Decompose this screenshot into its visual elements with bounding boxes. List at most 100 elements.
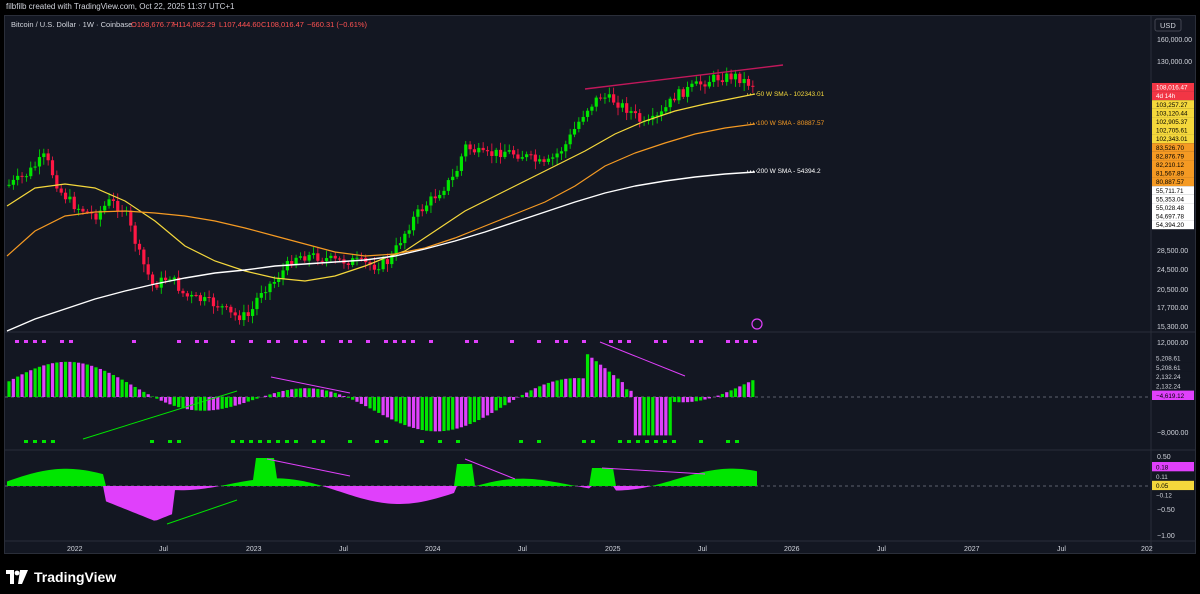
momentum-bar [272,393,276,397]
momentum-bar [281,390,285,397]
momentum-bar [59,362,63,397]
tradingview-wordmark: TradingView [34,569,117,585]
momentum-bar [94,367,98,397]
osc2-tag-bg [1152,490,1194,500]
momentum-bar [485,397,490,416]
candle-body [351,258,355,266]
candle-body [55,175,59,189]
candle-body [668,98,672,108]
momentum-bar [77,362,81,397]
candle-body [690,83,694,87]
candle-body [33,166,37,168]
signal-dot-bottom [258,440,262,443]
osc2-tick: −0.50 [1157,507,1175,514]
price-tag-bg [1152,220,1194,230]
momentum-bar [142,391,146,397]
candle-body [620,103,624,108]
sma100-label: 100 W SMA - 80887.57 [757,120,825,127]
momentum-bar [703,397,707,400]
candle-body [638,113,642,122]
momentum-bar [564,378,568,397]
momentum-bar [16,376,20,397]
candle-body [24,176,28,178]
chart-canvas[interactable]: Bitcoin / U.S. Dollar · 1W · Coinbase O1… [5,16,1196,554]
chart-frame[interactable]: Bitcoin / U.S. Dollar · 1W · Coinbase O1… [4,15,1196,554]
price-tick: 130,000.00 [1157,59,1192,66]
candle-body [703,84,707,87]
momentum-bar [733,388,738,397]
currency-button[interactable] [1154,18,1182,32]
momentum-bar [690,397,694,402]
candle-body [490,151,494,156]
candle-body [459,156,463,171]
osc1-divergence-line [270,376,351,394]
momentum-bar [707,397,711,399]
candle-body [729,73,733,80]
momentum-bar [742,384,746,397]
momentum-bar [612,375,616,397]
price-pane[interactable] [6,64,784,332]
candle-body [264,292,268,294]
momentum-bar [220,397,224,409]
signal-dot-top [204,340,208,343]
momentum-bar [546,382,550,397]
signal-dot-top [582,340,586,343]
signal-dot-bottom [645,440,649,443]
signal-dot-top [384,340,388,343]
momentum-bar [81,363,85,397]
signal-dot-top [393,340,397,343]
candle-body [568,134,572,145]
candle-body [733,73,738,80]
momentum-bar [320,389,324,397]
signal-dot-bottom [276,440,280,443]
osc2-divergence-line [166,499,238,525]
momentum-bar [98,368,102,397]
momentum-bar [725,392,729,397]
candle-body [377,269,381,271]
time-tick: Jul [159,546,168,553]
momentum-bar [642,397,646,436]
momentum-bar [329,391,333,397]
price-tag-bg [1152,194,1194,204]
candle-body [7,184,11,186]
momentum-bar [446,397,450,431]
price-tag-text: 81,567.89 [1156,171,1185,178]
candle-body [207,297,211,299]
momentum-bar [116,377,120,397]
sma200-line [6,171,756,332]
candle-body [590,106,594,111]
price-tag-text: 55,028.48 [1156,205,1185,212]
momentum-bar [285,390,289,397]
candle-body [694,81,698,84]
signal-dot-bottom [348,440,352,443]
wave-oscillator-pane[interactable] [7,458,757,525]
signal-dot-top [276,340,280,343]
momentum-bar [716,395,720,397]
tradingview-logo[interactable]: TradingView [6,568,116,586]
momentum-bar [198,397,202,411]
candle-body [686,86,690,97]
replay-icon[interactable] [751,318,763,330]
price-tick: 28,500.00 [1157,248,1188,255]
signal-dot-bottom [384,440,388,443]
candle-body [46,153,50,161]
candle-body [403,233,407,244]
signal-dot-bottom [240,440,244,443]
momentum-bar [603,368,607,397]
momentum-bar [177,397,181,408]
signal-dot-top [303,340,307,343]
signal-dot-bottom [735,440,739,443]
candle-body [107,199,111,206]
candle-body [612,94,616,103]
signal-dot-bottom [285,440,289,443]
candle-body [255,297,259,310]
momentum-bar [120,379,124,397]
momentum-bar [164,397,168,403]
signal-dot-top [699,340,703,343]
signal-dot-top [294,340,298,343]
momentum-oscillator-pane[interactable] [7,340,757,443]
signal-dot-top [654,340,658,343]
signal-dot-bottom [726,440,730,443]
momentum-bar [298,388,303,397]
signal-dot-top [753,340,757,343]
